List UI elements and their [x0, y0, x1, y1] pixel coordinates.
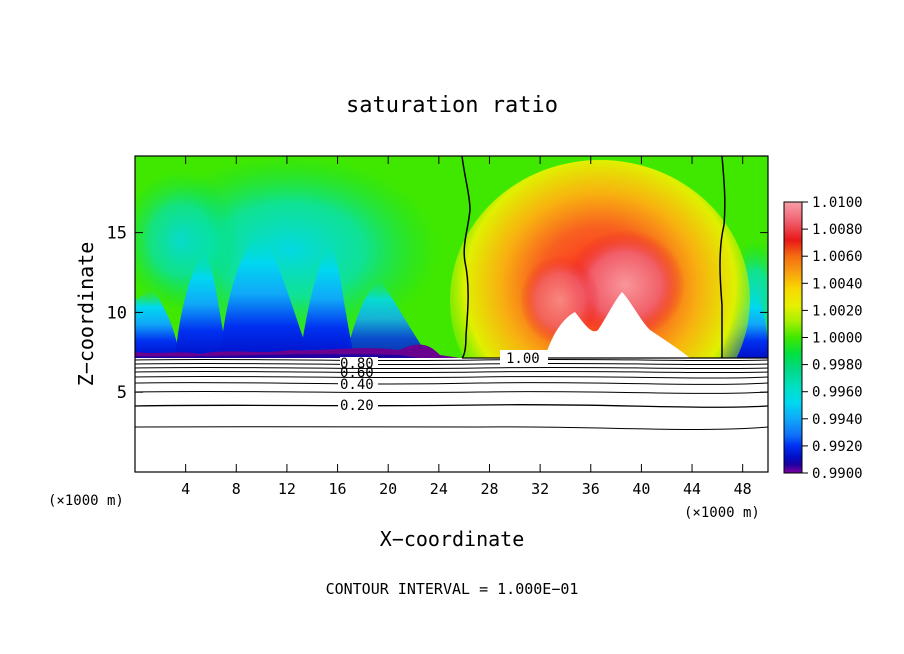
x-unit-label: (×1000 m)	[684, 505, 760, 521]
colorbar-label: 1.0060	[812, 249, 863, 265]
y-axis: 5 10 15	[107, 224, 768, 403]
chart-title: saturation ratio	[346, 93, 558, 118]
y-axis-title: Z−coordinate	[74, 242, 98, 387]
z-unit-label: (×1000 m)	[48, 493, 124, 509]
contour-label-0.80: 0.80	[340, 356, 374, 372]
y-tick-label: 5	[117, 383, 127, 403]
x-axis-title: X−coordinate	[380, 527, 525, 551]
x-tick-label: 24	[430, 480, 448, 498]
colorbar-label: 1.0080	[812, 222, 863, 238]
colorbar-label: 1.0040	[812, 276, 863, 292]
colorbar: 1.0100 1.0080 1.0060 1.0040 1.0020 1.0000 0.99…	[783, 195, 863, 482]
colorbar-label: 1.0020	[812, 303, 863, 319]
x-tick-label: 8	[232, 480, 241, 498]
contour-interval-note: CONTOUR INTERVAL = 1.000E−01	[326, 580, 579, 598]
x-tick-label: 28	[480, 480, 498, 498]
plot-frame	[134, 155, 769, 473]
x-tick-label: 40	[632, 480, 650, 498]
colorbar-label: 0.9940	[812, 412, 863, 428]
colorbar-label: 0.9960	[812, 385, 863, 401]
x-tick-label: 36	[582, 480, 600, 498]
colorbar-label: 0.9980	[812, 358, 863, 374]
x-tick-label: 12	[278, 480, 296, 498]
y-tick-label: 15	[107, 224, 127, 244]
x-tick-label: 20	[379, 480, 397, 498]
heatmap-field	[135, 156, 768, 472]
colorbar-label: 0.9900	[812, 466, 863, 482]
x-tick-label: 16	[329, 480, 347, 498]
contour-label-0.20: 0.20	[340, 398, 374, 414]
x-tick-label: 44	[683, 480, 701, 498]
x-tick-label: 48	[734, 480, 752, 498]
x-axis: 4 8 12 16 20 24 28 32 36 40 44 48	[181, 156, 752, 498]
colorbar-label: 1.0100	[812, 195, 863, 211]
contour-label-0.40: 0.40	[340, 377, 374, 393]
x-tick-label: 4	[181, 480, 190, 498]
contour-labels: 1.00 0.80 0.60 0.40 0.20	[338, 350, 548, 414]
colorbar-label: 1.0000	[812, 331, 863, 347]
contour-label-1.00: 1.00	[506, 351, 540, 367]
colorbar-label: 0.9920	[812, 439, 863, 455]
y-tick-label: 10	[107, 303, 127, 323]
x-tick-label: 32	[531, 480, 549, 498]
contour-label-0.60: 0.60	[340, 365, 374, 381]
